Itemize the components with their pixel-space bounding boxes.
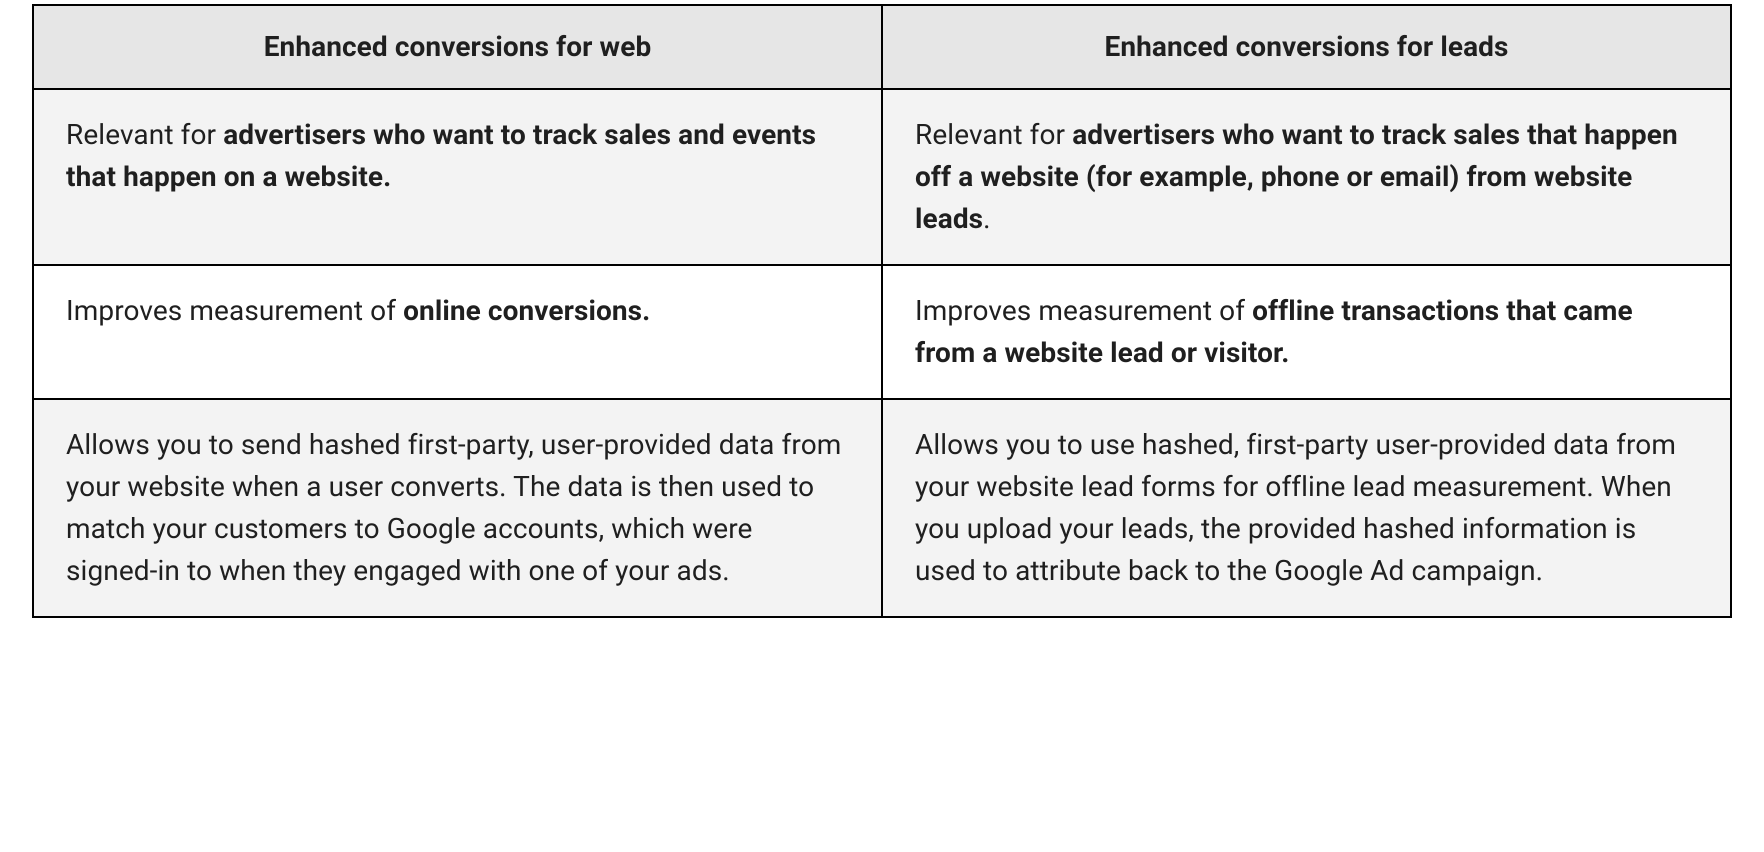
cell-text-trail: . <box>983 202 990 235</box>
cell-leads-improves: Improves measurement of offline transact… <box>882 265 1731 399</box>
cell-leads-allows: Allows you to use hashed, first-party us… <box>882 399 1731 617</box>
table-row: Improves measurement of online conversio… <box>33 265 1731 399</box>
cell-web-allows: Allows you to send hashed first-party, u… <box>33 399 882 617</box>
cell-text-bold: online conversions. <box>403 294 650 327</box>
cell-text-plain: Improves measurement of <box>915 294 1252 327</box>
cell-web-relevant: Relevant for advertisers who want to tra… <box>33 89 882 265</box>
col-header-web: Enhanced conversions for web <box>33 5 882 89</box>
cell-text-plain: Allows you to send hashed first-party, u… <box>66 428 841 587</box>
comparison-table-container: Enhanced conversions for web Enhanced co… <box>0 0 1764 666</box>
cell-text-plain: Allows you to use hashed, first-party us… <box>915 428 1676 587</box>
table-header-row: Enhanced conversions for web Enhanced co… <box>33 5 1731 89</box>
comparison-table: Enhanced conversions for web Enhanced co… <box>32 4 1732 618</box>
table-row: Relevant for advertisers who want to tra… <box>33 89 1731 265</box>
cell-text-plain: Improves measurement of <box>66 294 403 327</box>
col-header-leads: Enhanced conversions for leads <box>882 5 1731 89</box>
cell-leads-relevant: Relevant for advertisers who want to tra… <box>882 89 1731 265</box>
cell-text-plain: Relevant for <box>66 118 223 151</box>
table-row: Allows you to send hashed first-party, u… <box>33 399 1731 617</box>
cell-web-improves: Improves measurement of online conversio… <box>33 265 882 399</box>
cell-text-plain: Relevant for <box>915 118 1072 151</box>
